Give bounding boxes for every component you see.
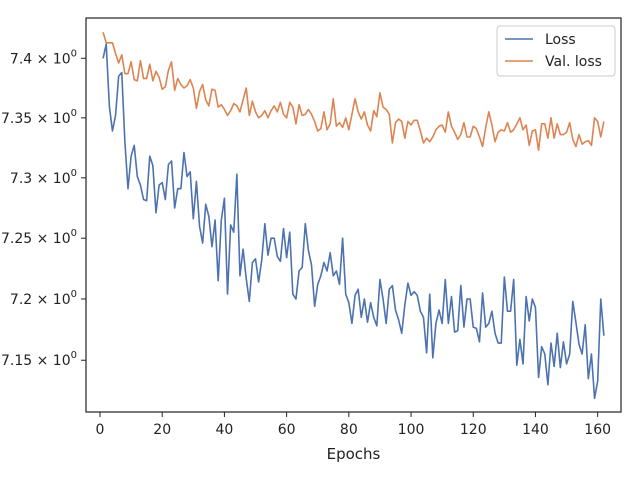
legend-label-val-loss: Val. loss: [545, 54, 602, 70]
x-axis-label: Epochs: [327, 445, 381, 463]
series-layer: [102, 31, 605, 400]
x-tick-label: 20: [153, 422, 171, 438]
x-tick-label: 0: [96, 422, 105, 438]
series-line-loss: [102, 43, 605, 400]
series-line-val-loss: [102, 31, 605, 151]
x-tick-label: 40: [216, 422, 234, 438]
x-tick-label: 80: [340, 422, 358, 438]
y-tick-label: 7.3 × 100: [10, 168, 77, 187]
legend: Loss Val. loss: [496, 25, 616, 77]
y-tick-label: 7.15 × 100: [1, 350, 77, 369]
legend-label-loss: Loss: [545, 32, 576, 48]
y-tick-label: 7.4 × 100: [10, 48, 77, 67]
y-tick-label: 7.35 × 100: [1, 108, 77, 127]
x-tick-label: 60: [278, 422, 296, 438]
x-axis: 0 20 40 60 80 100 120 140 160: [96, 412, 611, 438]
x-tick-label: 140: [522, 422, 549, 438]
y-tick-label: 7.25 × 100: [1, 228, 77, 247]
x-tick-label: 120: [460, 422, 487, 438]
x-tick-label: 100: [398, 422, 425, 438]
x-tick-label: 160: [584, 422, 611, 438]
plot-frame: [85, 17, 622, 413]
y-tick-label: 7.2 × 100: [10, 289, 77, 308]
y-axis: 7.15 × 100 7.2 × 100 7.25 × 100 7.3 × 100 7.…: [1, 48, 86, 369]
